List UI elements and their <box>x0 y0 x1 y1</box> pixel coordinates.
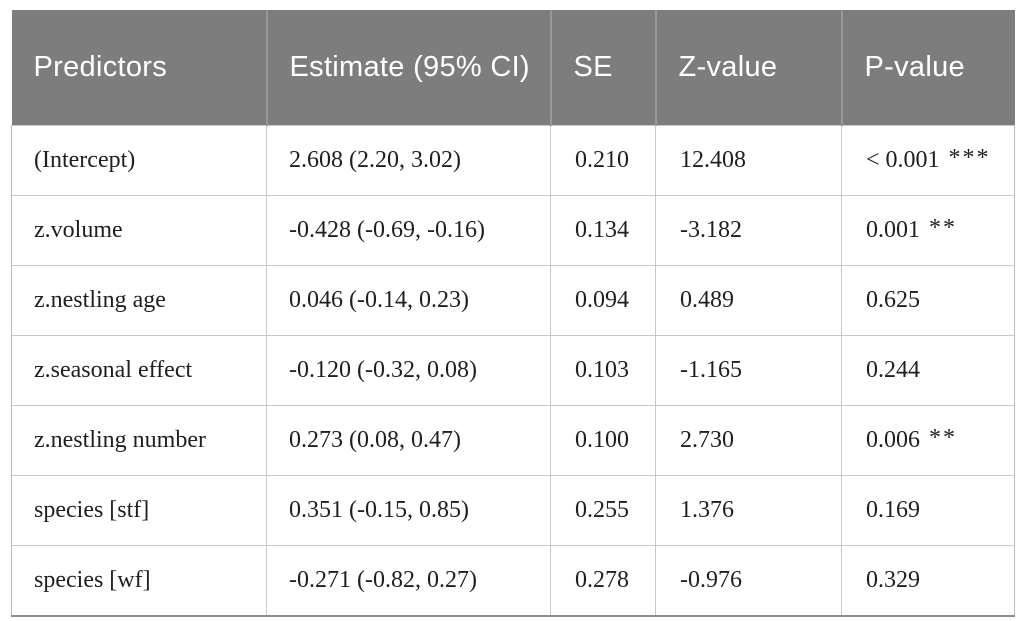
cell-se: 0.134 <box>550 195 656 266</box>
cell-estimate: 2.608 (2.20, 3.02) <box>266 125 551 196</box>
cell-z-value: 1.376 <box>655 475 842 546</box>
regression-results-table: Predictors Estimate (95% CI) SE Z-value … <box>11 10 1015 617</box>
table-row: z.volume -0.428 (-0.69, -0.16) 0.134 -3.… <box>11 195 1015 266</box>
cell-predictor: species [wf] <box>11 545 267 617</box>
cell-predictor: z.nestling number <box>11 405 267 476</box>
p-value-text: 0.329 <box>866 567 920 593</box>
table-row: species [stf] 0.351 (-0.15, 0.85) 0.255 … <box>11 475 1015 546</box>
cell-predictor: species [stf] <box>11 475 267 546</box>
p-value-text: 0.244 <box>866 357 920 383</box>
cell-estimate: 0.351 (-0.15, 0.85) <box>266 475 551 546</box>
header-row: Predictors Estimate (95% CI) SE Z-value … <box>11 10 1015 126</box>
cell-z-value: 2.730 <box>655 405 842 476</box>
cell-estimate: -0.271 (-0.82, 0.27) <box>266 545 551 617</box>
cell-se: 0.278 <box>550 545 656 617</box>
table-row: z.nestling age 0.046 (-0.14, 0.23) 0.094… <box>11 265 1015 336</box>
cell-predictor: z.seasonal effect <box>11 335 267 406</box>
cell-se: 0.094 <box>550 265 656 336</box>
table-header: Predictors Estimate (95% CI) SE Z-value … <box>11 10 1015 126</box>
significance-stars: ** <box>929 215 957 241</box>
cell-p-value: 0.006 ** <box>841 405 1015 476</box>
cell-z-value: 12.408 <box>655 125 842 196</box>
cell-se: 0.255 <box>550 475 656 546</box>
cell-p-value: 0.169 <box>841 475 1015 546</box>
cell-estimate: -0.120 (-0.32, 0.08) <box>266 335 551 406</box>
p-value-text: 0.169 <box>866 497 920 523</box>
cell-se: 0.103 <box>550 335 656 406</box>
cell-p-value: 0.001 ** <box>841 195 1015 266</box>
cell-predictor: (Intercept) <box>11 125 267 196</box>
stats-table: Predictors Estimate (95% CI) SE Z-value … <box>11 10 1015 617</box>
p-value-text: 0.001 <box>866 217 920 243</box>
cell-estimate: -0.428 (-0.69, -0.16) <box>266 195 551 266</box>
table-row: z.seasonal effect -0.120 (-0.32, 0.08) 0… <box>11 335 1015 406</box>
p-value-text: 0.625 <box>866 287 920 313</box>
cell-z-value: -3.182 <box>655 195 842 266</box>
col-header-z-value: Z-value <box>654 10 842 126</box>
col-header-p-value: P-value <box>840 10 1015 126</box>
col-header-predictors: Predictors <box>11 10 267 126</box>
cell-p-value: 0.329 <box>841 545 1015 617</box>
cell-estimate: 0.046 (-0.14, 0.23) <box>266 265 551 336</box>
col-header-estimate: Estimate (95% CI) <box>265 10 551 126</box>
cell-estimate: 0.273 (0.08, 0.47) <box>266 405 551 476</box>
cell-z-value: 0.489 <box>655 265 842 336</box>
significance-stars: *** <box>948 145 991 171</box>
significance-stars: ** <box>929 425 957 451</box>
cell-predictor: z.nestling age <box>11 265 267 336</box>
cell-p-value: 0.625 <box>841 265 1015 336</box>
table-body: (Intercept) 2.608 (2.20, 3.02) 0.210 12.… <box>11 125 1015 617</box>
cell-z-value: -0.976 <box>655 545 842 617</box>
p-value-text: < 0.001 <box>866 147 940 173</box>
cell-p-value: 0.244 <box>841 335 1015 406</box>
col-header-se: SE <box>549 10 656 126</box>
cell-predictor: z.volume <box>11 195 267 266</box>
cell-se: 0.100 <box>550 405 656 476</box>
table-row: z.nestling number 0.273 (0.08, 0.47) 0.1… <box>11 405 1015 476</box>
cell-z-value: -1.165 <box>655 335 842 406</box>
table-row: species [wf] -0.271 (-0.82, 0.27) 0.278 … <box>11 545 1015 617</box>
cell-p-value: < 0.001 *** <box>841 125 1015 196</box>
table-row: (Intercept) 2.608 (2.20, 3.02) 0.210 12.… <box>11 125 1015 196</box>
p-value-text: 0.006 <box>866 427 920 453</box>
cell-se: 0.210 <box>550 125 656 196</box>
